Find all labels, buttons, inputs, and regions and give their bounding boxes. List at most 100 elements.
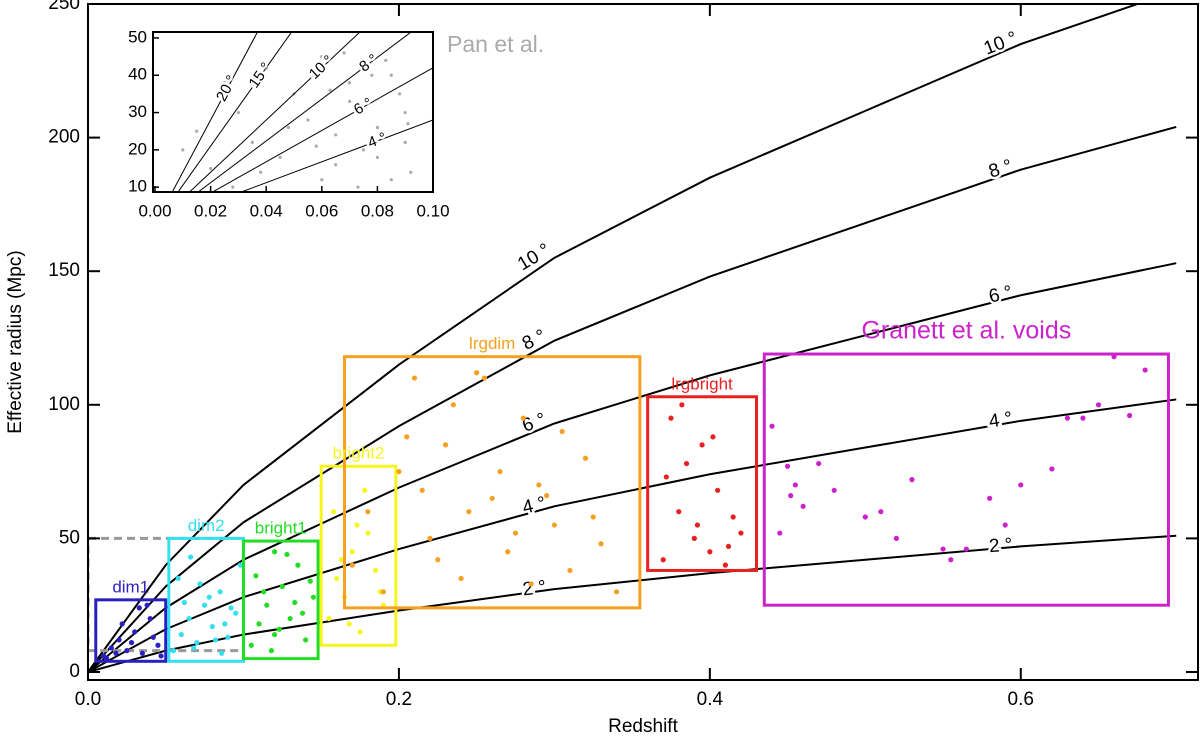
data-point	[354, 522, 360, 528]
x-tick-label: 0.2	[386, 689, 412, 710]
y-tick-label: 50	[59, 527, 80, 548]
data-point	[349, 562, 355, 568]
data-point	[170, 648, 177, 654]
data-point	[349, 549, 355, 555]
data-point	[178, 631, 184, 638]
data-point	[598, 541, 604, 547]
region-box	[762, 352, 1170, 607]
inset-point	[403, 140, 407, 144]
data-point	[128, 639, 135, 646]
inset-x-tick-label: 0.00	[138, 201, 171, 220]
data-point	[567, 567, 573, 574]
data-point	[261, 589, 267, 595]
data-point	[1018, 482, 1024, 488]
data-point	[338, 557, 345, 563]
data-point	[940, 546, 946, 552]
data-point	[233, 610, 239, 616]
inset-point	[278, 155, 282, 159]
y-tick-label: 250	[48, 0, 80, 14]
data-point	[310, 594, 317, 600]
inset-point	[403, 110, 407, 115]
data-point	[738, 530, 744, 536]
data-point	[113, 650, 119, 656]
inset-point	[320, 178, 324, 182]
data-point	[124, 648, 130, 654]
data-point	[155, 642, 161, 648]
inset-angle-line	[197, 32, 412, 192]
data-point	[1142, 367, 1148, 373]
data-point	[186, 615, 192, 622]
y-tick-label: 0	[69, 661, 80, 682]
inset-point	[334, 163, 338, 167]
region-label: lrgdim	[469, 334, 515, 353]
data-point	[725, 543, 732, 550]
plot-area: 2 °2 °4 °4 °6 °6 °8 °8 °10 °10 °	[88, 4, 1177, 673]
data-point	[256, 621, 262, 627]
plot-frame	[87, 3, 1199, 681]
data-point	[683, 460, 690, 467]
region-label: bright2	[333, 444, 385, 463]
angle-curve	[88, 125, 1177, 673]
data-point	[590, 514, 596, 520]
data-point	[663, 474, 669, 480]
inset-point	[209, 166, 213, 171]
data-point	[613, 589, 620, 595]
data-point	[435, 557, 441, 563]
data-point	[209, 623, 215, 630]
inset-point	[195, 129, 199, 133]
data-point	[188, 554, 194, 560]
inset-point	[409, 170, 413, 174]
inset-angle-line	[239, 119, 433, 192]
region-box	[319, 464, 398, 647]
inset-point	[306, 118, 310, 122]
data-point	[139, 650, 146, 656]
data-point	[194, 639, 200, 646]
region-box	[343, 355, 642, 610]
data-point	[707, 549, 713, 555]
data-point	[512, 530, 519, 536]
data-point	[505, 549, 511, 555]
data-point	[1095, 402, 1102, 408]
data-point	[466, 509, 472, 515]
region-box	[241, 539, 320, 661]
data-point	[411, 375, 418, 381]
data-point	[862, 514, 868, 520]
data-point	[788, 493, 794, 499]
data-point	[217, 589, 223, 595]
inset-point	[334, 133, 338, 137]
x-tick-label: 0.4	[697, 689, 724, 710]
data-point	[691, 535, 697, 541]
y-tick-label: 150	[48, 260, 80, 281]
inset-x-tick-label: 0.02	[194, 201, 227, 220]
inset-background	[153, 32, 433, 192]
inset-angle-line	[171, 32, 259, 192]
data-point	[1002, 522, 1008, 528]
data-point	[268, 648, 275, 654]
inset-point	[348, 99, 352, 103]
data-point	[1080, 415, 1086, 421]
data-point	[181, 599, 187, 606]
inset-y-tick-label: 30	[128, 102, 147, 121]
data-point	[191, 645, 197, 651]
data-point	[948, 557, 954, 563]
data-point	[326, 615, 332, 622]
data-point	[679, 402, 685, 408]
inset-y-tick-label: 40	[128, 65, 147, 84]
region-label: bright1	[255, 519, 307, 538]
data-point	[276, 626, 282, 632]
data-point	[458, 575, 464, 582]
data-point	[909, 477, 915, 483]
angle-curve	[88, 534, 1177, 673]
inset-point	[389, 73, 393, 77]
data-point	[450, 402, 456, 408]
inset-point	[342, 51, 346, 55]
inset-point	[181, 148, 185, 152]
data-point	[222, 621, 228, 627]
data-point	[536, 482, 542, 488]
inset-point	[389, 178, 393, 182]
region-label: dim1	[112, 577, 149, 596]
data-point	[878, 509, 884, 515]
data-point	[699, 442, 705, 448]
data-point	[528, 581, 534, 587]
